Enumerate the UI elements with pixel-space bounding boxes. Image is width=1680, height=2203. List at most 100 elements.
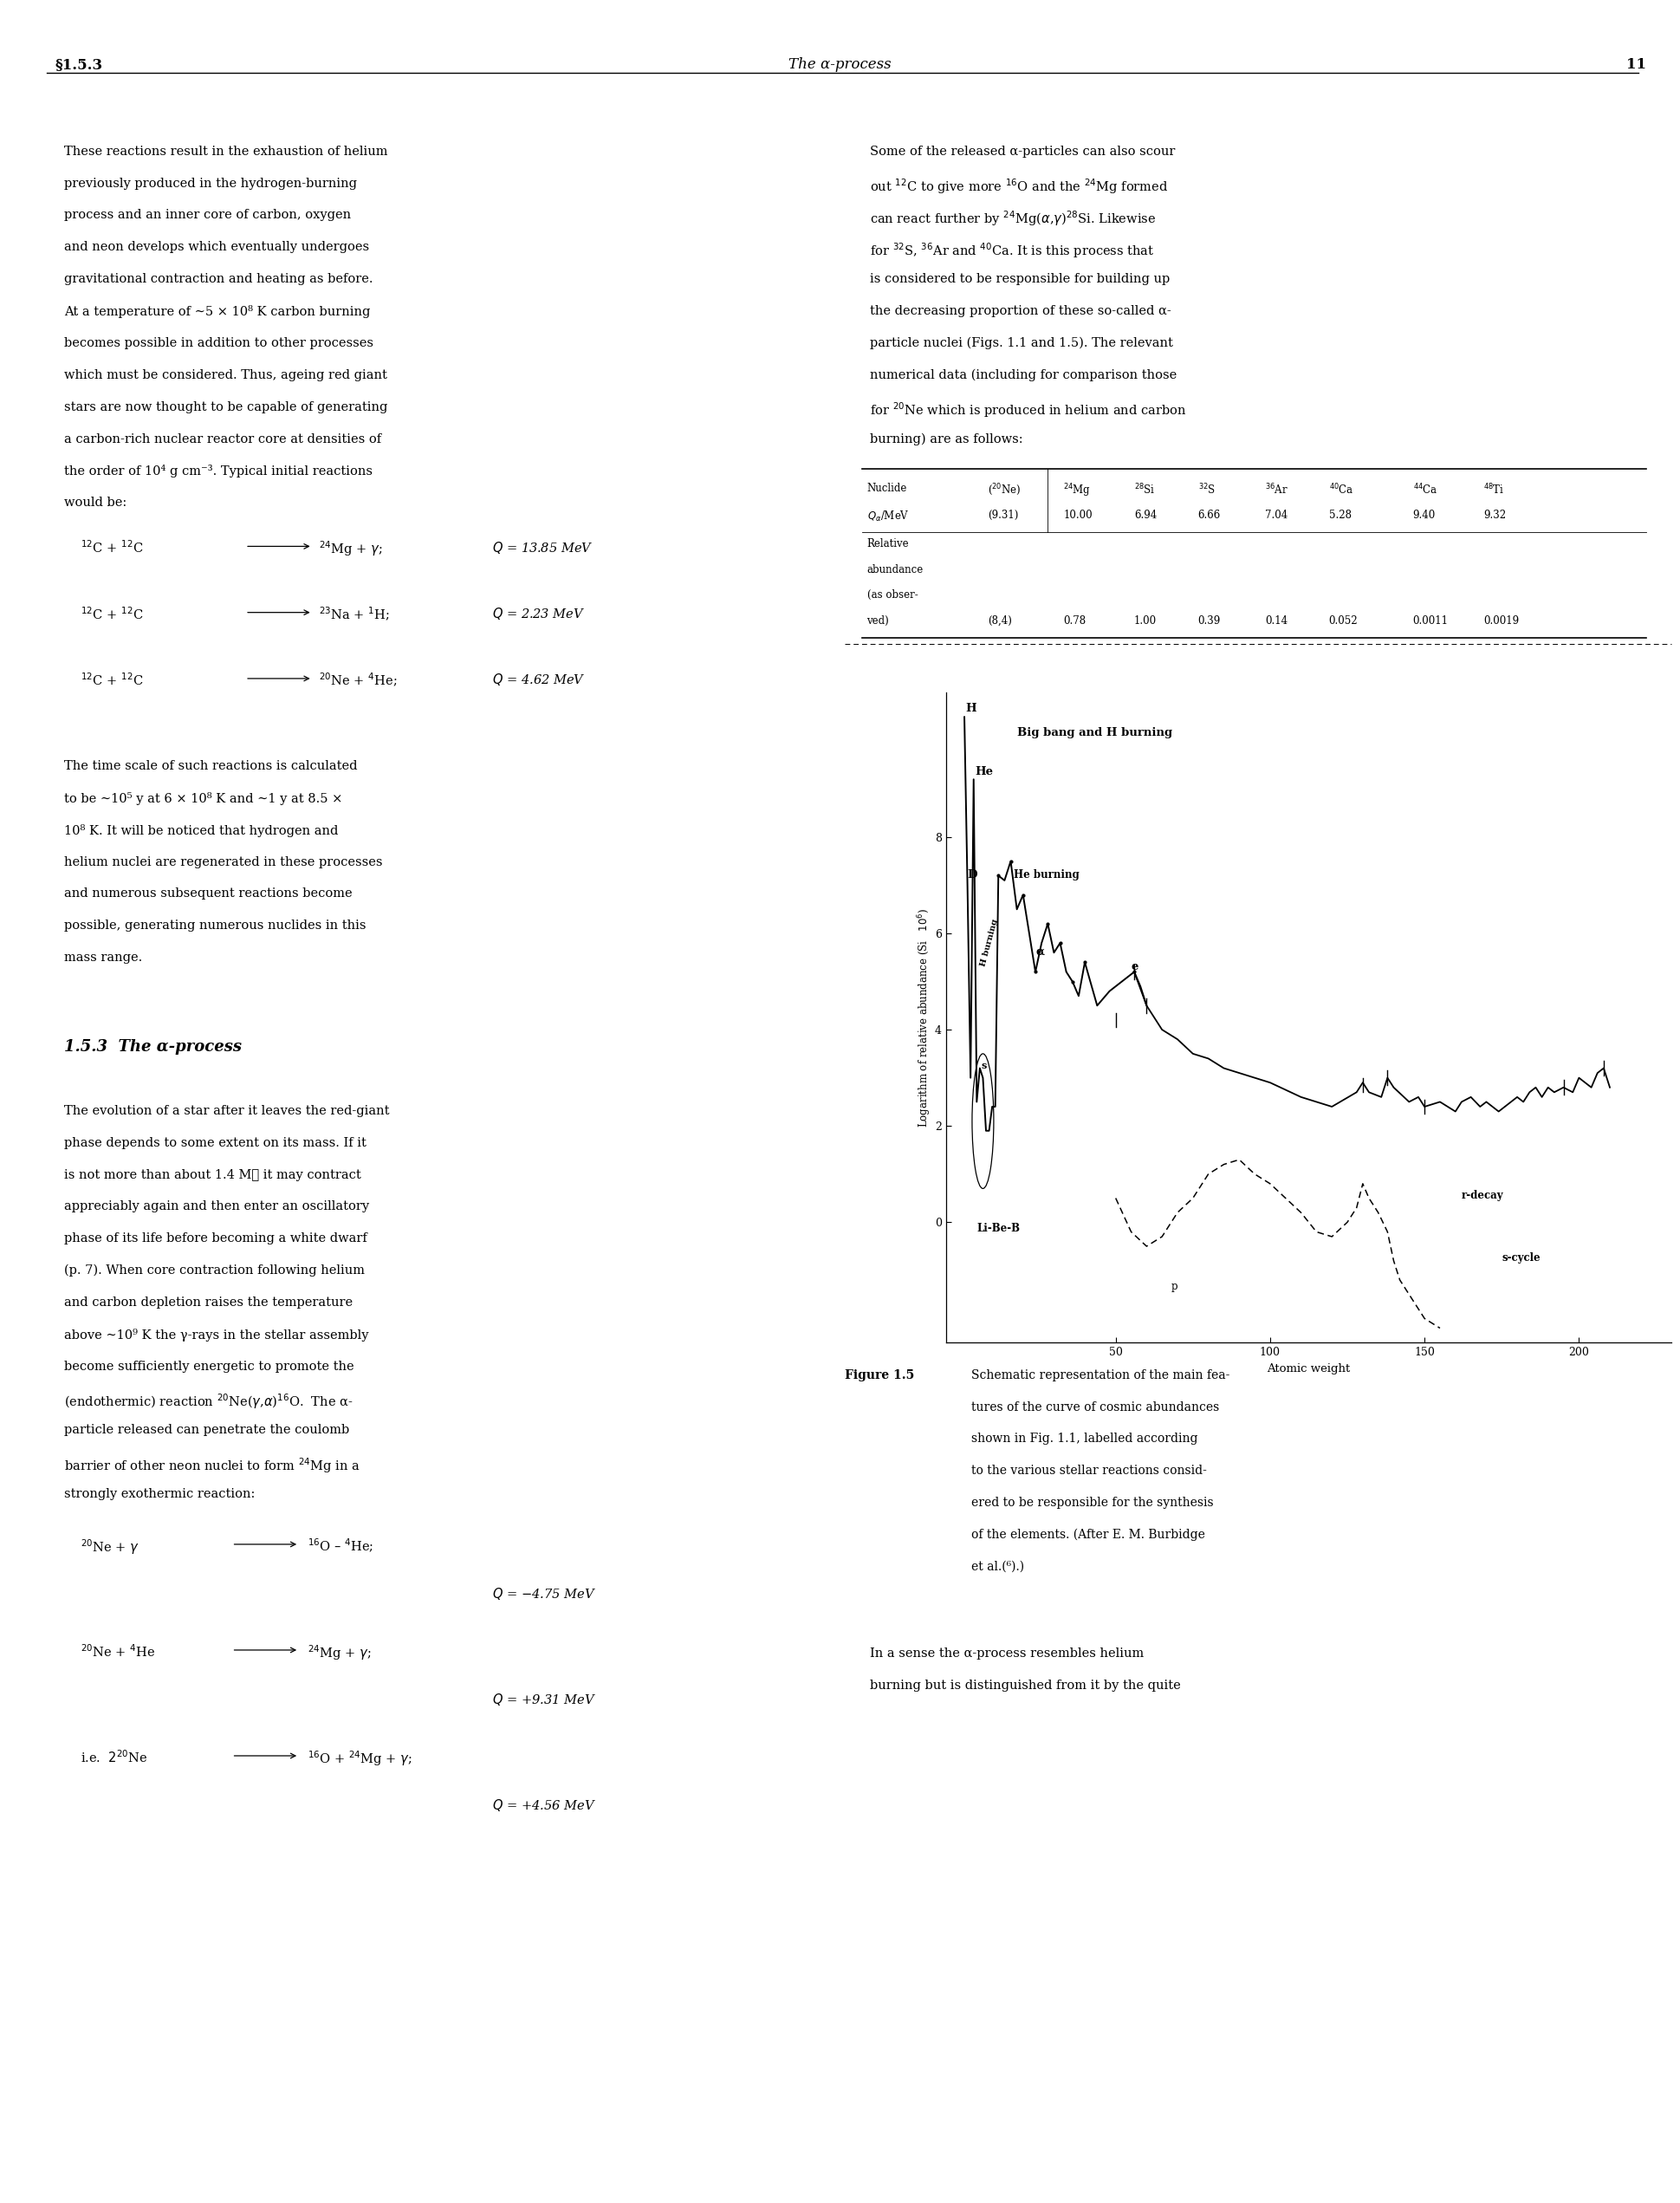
Text: $^{24}$Mg + $\gamma$;: $^{24}$Mg + $\gamma$; <box>307 1643 371 1663</box>
Text: $^{28}$Si: $^{28}$Si <box>1134 482 1156 498</box>
Text: 9.40: 9.40 <box>1413 509 1436 520</box>
Text: e: e <box>1131 961 1139 972</box>
Text: α: α <box>1035 947 1045 958</box>
Text: Relative: Relative <box>867 538 909 551</box>
Text: 9.32: 9.32 <box>1483 509 1505 520</box>
Text: 0.0019: 0.0019 <box>1483 615 1519 626</box>
Text: $Q$ = −4.75 MeV: $Q$ = −4.75 MeV <box>492 1586 596 1602</box>
Text: (as obser-: (as obser- <box>867 590 917 601</box>
Text: $^{23}$Na + $^{1}$H;: $^{23}$Na + $^{1}$H; <box>319 606 390 623</box>
Text: can react further by $^{24}$Mg($\alpha$,$\gamma$)$^{28}$Si. Likewise: can react further by $^{24}$Mg($\alpha$,… <box>870 209 1156 229</box>
Text: $^{40}$Ca: $^{40}$Ca <box>1329 482 1354 498</box>
Y-axis label: Logarithm of relative abundance (Si   $10^6$): Logarithm of relative abundance (Si $10^… <box>917 908 934 1128</box>
Text: barrier of other neon nuclei to form $^{24}$Mg in a: barrier of other neon nuclei to form $^{… <box>64 1456 360 1476</box>
Text: $^{24}$Mg: $^{24}$Mg <box>1063 482 1092 500</box>
Text: the order of 10⁴ g cm⁻³. Typical initial reactions: the order of 10⁴ g cm⁻³. Typical initial… <box>64 465 373 478</box>
Text: burning) are as follows:: burning) are as follows: <box>870 432 1023 445</box>
Text: 0.0011: 0.0011 <box>1413 615 1448 626</box>
Text: a carbon-rich nuclear reactor core at densities of: a carbon-rich nuclear reactor core at de… <box>64 432 381 445</box>
Text: tures of the curve of cosmic abundances: tures of the curve of cosmic abundances <box>971 1401 1220 1412</box>
Text: i.e.  $2^{20}$Ne: i.e. $2^{20}$Ne <box>81 1749 148 1765</box>
Text: $^{12}$C + $^{12}$C: $^{12}$C + $^{12}$C <box>81 672 143 687</box>
Text: $^{48}$Ti: $^{48}$Ti <box>1483 482 1505 498</box>
Text: mass range.: mass range. <box>64 952 143 965</box>
Text: possible, generating numerous nuclides in this: possible, generating numerous nuclides i… <box>64 919 366 932</box>
Text: Figure 1.5: Figure 1.5 <box>845 1368 914 1381</box>
Text: $^{20}$Ne + $^{4}$He: $^{20}$Ne + $^{4}$He <box>81 1643 156 1659</box>
Text: The α-process: The α-process <box>788 57 892 73</box>
Text: (9.31): (9.31) <box>988 509 1018 520</box>
Text: 10.00: 10.00 <box>1063 509 1092 520</box>
Text: $Q$ = +9.31 MeV: $Q$ = +9.31 MeV <box>492 1692 596 1707</box>
Text: 0.14: 0.14 <box>1265 615 1287 626</box>
Text: ered to be responsible for the synthesis: ered to be responsible for the synthesis <box>971 1496 1213 1509</box>
Text: Some of the released α-particles can also scour: Some of the released α-particles can als… <box>870 145 1176 159</box>
Text: The evolution of a star after it leaves the red-giant: The evolution of a star after it leaves … <box>64 1104 390 1117</box>
Text: (p. 7). When core contraction following helium: (p. 7). When core contraction following … <box>64 1265 365 1278</box>
Text: $^{36}$Ar: $^{36}$Ar <box>1265 482 1289 498</box>
Text: $^{20}$Ne + $^{4}$He;: $^{20}$Ne + $^{4}$He; <box>319 672 398 690</box>
Text: for $^{32}$S, $^{36}$Ar and $^{40}$Ca. It is this process that: for $^{32}$S, $^{36}$Ar and $^{40}$Ca. I… <box>870 240 1154 260</box>
Text: out $^{12}$C to give more $^{16}$O and the $^{24}$Mg formed: out $^{12}$C to give more $^{16}$O and t… <box>870 176 1169 196</box>
Text: §1.5.3: §1.5.3 <box>55 57 102 73</box>
Text: Li-Be-B: Li-Be-B <box>976 1223 1020 1234</box>
Text: is not more than about 1.4 M☉ it may contract: is not more than about 1.4 M☉ it may con… <box>64 1168 361 1181</box>
Text: numerical data (including for comparison those: numerical data (including for comparison… <box>870 368 1178 381</box>
Text: The time scale of such reactions is calculated: The time scale of such reactions is calc… <box>64 760 358 773</box>
Text: These reactions result in the exhaustion of helium: These reactions result in the exhaustion… <box>64 145 388 159</box>
Text: $^{12}$C + $^{12}$C: $^{12}$C + $^{12}$C <box>81 606 143 621</box>
Text: H: H <box>966 703 976 714</box>
Text: process and an inner core of carbon, oxygen: process and an inner core of carbon, oxy… <box>64 209 351 223</box>
Text: previously produced in the hydrogen-burning: previously produced in the hydrogen-burn… <box>64 176 356 189</box>
Text: He burning: He burning <box>1013 870 1080 881</box>
Text: s: s <box>981 1060 986 1071</box>
Text: which must be considered. Thus, ageing red giant: which must be considered. Thus, ageing r… <box>64 368 386 381</box>
Text: is considered to be responsible for building up: is considered to be responsible for buil… <box>870 273 1171 286</box>
Text: 1.00: 1.00 <box>1134 615 1156 626</box>
Text: $^{24}$Mg + $\gamma$;: $^{24}$Mg + $\gamma$; <box>319 540 383 560</box>
Text: 1.5.3  The α-process: 1.5.3 The α-process <box>64 1038 242 1055</box>
Text: 7.04: 7.04 <box>1265 509 1289 520</box>
Text: $Q$ = 4.62 MeV: $Q$ = 4.62 MeV <box>492 672 586 687</box>
Text: burning but is distinguished from it by the quite: burning but is distinguished from it by … <box>870 1679 1181 1692</box>
Text: 6.94: 6.94 <box>1134 509 1158 520</box>
Text: 0.052: 0.052 <box>1329 615 1357 626</box>
Text: 5.28: 5.28 <box>1329 509 1351 520</box>
Text: He: He <box>974 767 993 778</box>
Text: becomes possible in addition to other processes: becomes possible in addition to other pr… <box>64 337 373 350</box>
Text: strongly exothermic reaction:: strongly exothermic reaction: <box>64 1487 255 1500</box>
Text: abundance: abundance <box>867 564 924 575</box>
Text: H burning: H burning <box>979 919 1000 967</box>
Text: particle nuclei (Figs. 1.1 and 1.5). The relevant: particle nuclei (Figs. 1.1 and 1.5). The… <box>870 337 1173 350</box>
Text: phase of its life before becoming a white dwarf: phase of its life before becoming a whit… <box>64 1231 366 1245</box>
Text: appreciably again and then enter an oscillatory: appreciably again and then enter an osci… <box>64 1201 370 1214</box>
Text: 0.78: 0.78 <box>1063 615 1085 626</box>
Text: would be:: would be: <box>64 496 126 509</box>
Text: (endothermic) reaction $^{20}$Ne($\gamma$,$\alpha$)$^{16}$O.  The α-: (endothermic) reaction $^{20}$Ne($\gamma… <box>64 1392 353 1412</box>
Text: and neon develops which eventually undergoes: and neon develops which eventually under… <box>64 240 370 253</box>
Text: particle released can penetrate the coulomb: particle released can penetrate the coul… <box>64 1423 349 1436</box>
Text: of the elements. (After E. M. Burbidge: of the elements. (After E. M. Burbidge <box>971 1529 1205 1542</box>
Text: (8,4): (8,4) <box>988 615 1011 626</box>
Text: s-cycle: s-cycle <box>1502 1251 1541 1262</box>
Text: phase depends to some extent on its mass. If it: phase depends to some extent on its mass… <box>64 1137 366 1150</box>
Text: At a temperature of ∼5 × 10⁸ K carbon burning: At a temperature of ∼5 × 10⁸ K carbon bu… <box>64 304 370 317</box>
Text: $^{32}$S: $^{32}$S <box>1198 482 1215 498</box>
Text: In a sense the α-process resembles helium: In a sense the α-process resembles heliu… <box>870 1648 1144 1659</box>
Text: the decreasing proportion of these so-called α-: the decreasing proportion of these so-ca… <box>870 304 1171 317</box>
Text: $Q$ = 13.85 MeV: $Q$ = 13.85 MeV <box>492 540 593 555</box>
Text: shown in Fig. 1.1, labelled according: shown in Fig. 1.1, labelled according <box>971 1432 1198 1445</box>
Text: ved): ved) <box>867 615 889 626</box>
Text: $Q_\alpha$/MeV: $Q_\alpha$/MeV <box>867 509 909 524</box>
X-axis label: Atomic weight: Atomic weight <box>1267 1364 1351 1375</box>
Text: stars are now thought to be capable of generating: stars are now thought to be capable of g… <box>64 401 388 414</box>
Text: helium nuclei are regenerated in these processes: helium nuclei are regenerated in these p… <box>64 855 383 868</box>
Text: 11: 11 <box>1626 57 1646 73</box>
Text: to the various stellar reactions consid-: to the various stellar reactions consid- <box>971 1465 1206 1476</box>
Text: D: D <box>968 870 978 881</box>
Text: for $^{20}$Ne which is produced in helium and carbon: for $^{20}$Ne which is produced in heliu… <box>870 401 1186 421</box>
Text: Schematic representation of the main fea-: Schematic representation of the main fea… <box>971 1368 1230 1381</box>
Text: $^{16}$O – $^{4}$He;: $^{16}$O – $^{4}$He; <box>307 1538 373 1555</box>
Text: 0.39: 0.39 <box>1198 615 1221 626</box>
Text: above ∼10⁹ K the γ-rays in the stellar assembly: above ∼10⁹ K the γ-rays in the stellar a… <box>64 1328 368 1342</box>
